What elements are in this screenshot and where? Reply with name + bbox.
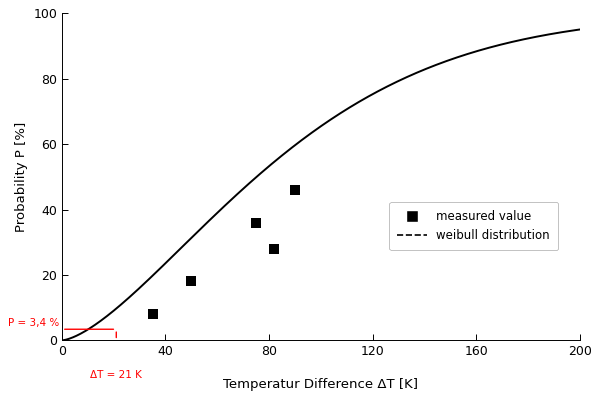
Point bbox=[148, 311, 157, 317]
Legend: measured value, weibull distribution: measured value, weibull distribution bbox=[389, 201, 558, 250]
Point bbox=[290, 187, 300, 193]
Point bbox=[251, 219, 261, 226]
Point bbox=[187, 279, 196, 285]
Point bbox=[269, 246, 279, 252]
Text: P = 3,4 %: P = 3,4 % bbox=[8, 318, 59, 328]
X-axis label: Temperatur Difference ΔT [K]: Temperatur Difference ΔT [K] bbox=[223, 378, 418, 391]
Text: ΔT = 21 K: ΔT = 21 K bbox=[91, 370, 142, 380]
Y-axis label: Probability P [%]: Probability P [%] bbox=[14, 122, 28, 232]
